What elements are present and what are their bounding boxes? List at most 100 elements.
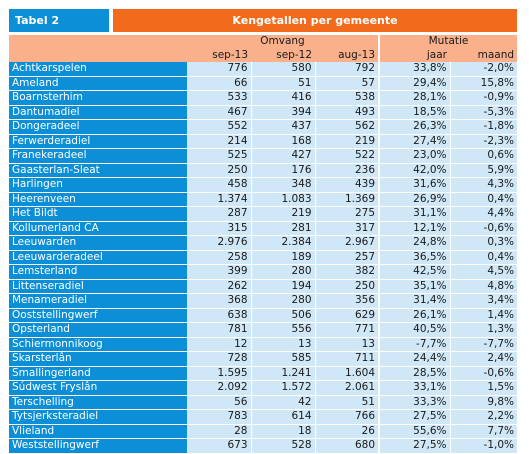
header-group-mutatie: Mutatie bbox=[377, 35, 518, 49]
value-jaar: 18,5% bbox=[378, 105, 451, 120]
value-aug-13: 26 bbox=[315, 424, 380, 439]
value-maand: 3,4% bbox=[450, 293, 518, 308]
value-sep-12: 1.241 bbox=[251, 366, 316, 381]
municipality-name: Franekeradeel bbox=[9, 148, 187, 163]
value-sep-13: 56 bbox=[187, 395, 252, 410]
title-bar: Tabel 2 Kengetallen per gemeente bbox=[9, 9, 517, 32]
value-jaar: 26,1% bbox=[378, 308, 451, 323]
value-jaar: 27,5% bbox=[378, 409, 451, 424]
value-jaar: 42,5% bbox=[378, 264, 451, 279]
municipality-name: Achtkarspelen bbox=[9, 62, 187, 76]
table-title: Kengetallen per gemeente bbox=[113, 9, 517, 32]
value-jaar: 33,8% bbox=[378, 62, 451, 76]
value-sep-13: 533 bbox=[187, 90, 252, 105]
value-aug-13: 57 bbox=[315, 76, 380, 91]
value-sep-13: 399 bbox=[187, 264, 252, 279]
table-row: Smallingerland 1.595 1.241 1.604 28,5% -0,6% bbox=[9, 366, 518, 381]
value-sep-12: 168 bbox=[251, 134, 316, 149]
value-sep-12: 614 bbox=[251, 409, 316, 424]
municipality-name: Tytsjerksteradiel bbox=[9, 409, 187, 424]
value-aug-13: 219 bbox=[315, 134, 380, 149]
table-row: Skarsterlân 728 585 711 24,4% 2,4% bbox=[9, 351, 518, 366]
municipality-name: Ameland bbox=[9, 76, 187, 91]
value-aug-13: 236 bbox=[315, 163, 380, 178]
table-row: Achtkarspelen 776 580 792 33,8% -2,0% bbox=[9, 62, 518, 76]
value-aug-13: 562 bbox=[315, 119, 380, 134]
value-jaar: 31,4% bbox=[378, 293, 451, 308]
municipality-name: Dantumadiel bbox=[9, 105, 187, 120]
value-jaar: 36,5% bbox=[378, 250, 451, 265]
table-row: Franekeradeel 525 427 522 23,0% 0,6% bbox=[9, 148, 518, 163]
value-maand: 2,2% bbox=[450, 409, 518, 424]
value-sep-13: 368 bbox=[187, 293, 252, 308]
value-sep-13: 467 bbox=[187, 105, 252, 120]
value-maand: -0,6% bbox=[450, 221, 518, 236]
value-sep-12: 280 bbox=[251, 264, 316, 279]
value-maand: -2,3% bbox=[450, 134, 518, 149]
value-maand: 4,3% bbox=[450, 177, 518, 192]
header-group-omvang: Omvang bbox=[187, 35, 379, 49]
value-aug-13: 629 bbox=[315, 308, 380, 323]
municipality-name: Vlieland bbox=[9, 424, 187, 439]
value-maand: 4,5% bbox=[450, 264, 518, 279]
value-sep-12: 13 bbox=[251, 337, 316, 352]
table-row: Littenseradiel 262 194 250 35,1% 4,8% bbox=[9, 279, 518, 294]
municipality-name: Littenseradiel bbox=[9, 279, 187, 294]
municipality-name: Weststellingwerf bbox=[9, 438, 187, 453]
value-sep-12: 219 bbox=[251, 206, 316, 221]
value-aug-13: 792 bbox=[315, 62, 380, 76]
header-sep-12: sep-12 bbox=[251, 48, 315, 62]
header-jaar: jaar bbox=[378, 48, 450, 62]
value-sep-12: 280 bbox=[251, 293, 316, 308]
value-aug-13: 1.604 bbox=[315, 366, 380, 381]
value-sep-13: 1.374 bbox=[187, 192, 252, 207]
value-sep-13: 258 bbox=[187, 250, 252, 265]
municipality-name: Ooststellingwerf bbox=[9, 308, 187, 323]
value-jaar: 42,0% bbox=[378, 163, 451, 178]
value-sep-12: 416 bbox=[251, 90, 316, 105]
value-jaar: 28,5% bbox=[378, 366, 451, 381]
value-sep-13: 250 bbox=[187, 163, 252, 178]
value-aug-13: 13 bbox=[315, 337, 380, 352]
value-jaar: 29,4% bbox=[378, 76, 451, 91]
value-sep-13: 552 bbox=[187, 119, 252, 134]
value-jaar: 33,1% bbox=[378, 380, 451, 395]
value-maand: 1,4% bbox=[450, 308, 518, 323]
value-aug-13: 711 bbox=[315, 351, 380, 366]
value-jaar: 40,5% bbox=[378, 322, 451, 337]
value-sep-12: 18 bbox=[251, 424, 316, 439]
municipality-name: Harlingen bbox=[9, 177, 187, 192]
value-jaar: 28,1% bbox=[378, 90, 451, 105]
municipality-name: Dongeradeel bbox=[9, 119, 187, 134]
table-row: Gaasterlan-Sleat 250 176 236 42,0% 5,9% bbox=[9, 163, 518, 178]
value-jaar: 26,9% bbox=[378, 192, 451, 207]
value-jaar: -7,7% bbox=[378, 337, 451, 352]
value-aug-13: 493 bbox=[315, 105, 380, 120]
header-sep-13: sep-13 bbox=[187, 48, 251, 62]
value-aug-13: 439 bbox=[315, 177, 380, 192]
header-row-sub: sep-13 sep-12 aug-13 jaar maand bbox=[9, 48, 518, 62]
value-sep-13: 214 bbox=[187, 134, 252, 149]
value-maand: -0,6% bbox=[450, 366, 518, 381]
value-maand: 7,7% bbox=[450, 424, 518, 439]
value-sep-12: 437 bbox=[251, 119, 316, 134]
value-sep-12: 189 bbox=[251, 250, 316, 265]
table-row: Terschelling 56 42 51 33,3% 9,8% bbox=[9, 395, 518, 410]
value-maand: -0,9% bbox=[450, 90, 518, 105]
value-aug-13: 680 bbox=[315, 438, 380, 453]
value-sep-12: 1.083 bbox=[251, 192, 316, 207]
value-jaar: 35,1% bbox=[378, 279, 451, 294]
value-maand: 1,3% bbox=[450, 322, 518, 337]
table-row: Boarnsterhim 533 416 538 28,1% -0,9% bbox=[9, 90, 518, 105]
value-aug-13: 1.369 bbox=[315, 192, 380, 207]
municipality-name: Terschelling bbox=[9, 395, 187, 410]
value-sep-13: 638 bbox=[187, 308, 252, 323]
value-sep-12: 1.572 bbox=[251, 380, 316, 395]
table-row: Kollumerland CA 315 281 317 12,1% -0,6% bbox=[9, 221, 518, 236]
value-aug-13: 51 bbox=[315, 395, 380, 410]
value-maand: 2,4% bbox=[450, 351, 518, 366]
title-divider bbox=[109, 9, 113, 32]
table-row: Harlingen 458 348 439 31,6% 4,3% bbox=[9, 177, 518, 192]
municipality-name: Skarsterlân bbox=[9, 351, 187, 366]
header-blank bbox=[9, 35, 187, 49]
